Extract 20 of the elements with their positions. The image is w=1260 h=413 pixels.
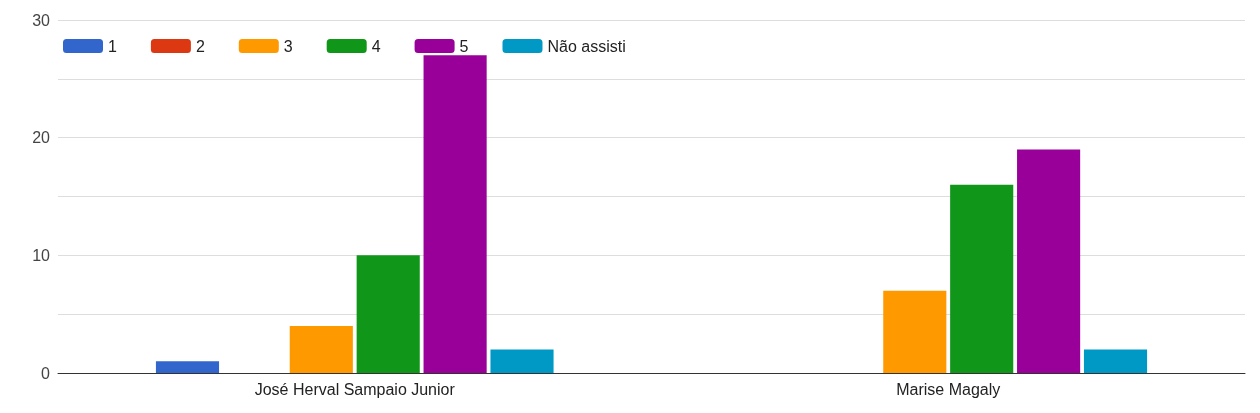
y-tick-label: 0 xyxy=(41,364,51,382)
bar xyxy=(1017,149,1081,373)
legend-label: 1 xyxy=(108,37,117,55)
bar xyxy=(883,290,947,373)
bar xyxy=(1083,349,1148,373)
y-tick-label: 30 xyxy=(32,11,51,29)
bar xyxy=(356,255,420,373)
y-tick-label: 20 xyxy=(32,129,51,147)
x-tick-label: José Herval Sampaio Junior xyxy=(254,380,456,398)
legend-label: 2 xyxy=(195,37,205,55)
bar xyxy=(155,361,220,373)
legend-label: 4 xyxy=(371,37,381,55)
legend-label: 5 xyxy=(459,37,469,55)
bar xyxy=(289,325,353,373)
x-tick-label: Marise Magaly xyxy=(896,380,1001,398)
legend-label: 3 xyxy=(283,37,293,55)
y-tick-label: 10 xyxy=(32,246,51,264)
bar xyxy=(490,349,554,373)
bar xyxy=(950,184,1014,373)
legend-label: Não assisti xyxy=(547,37,626,55)
